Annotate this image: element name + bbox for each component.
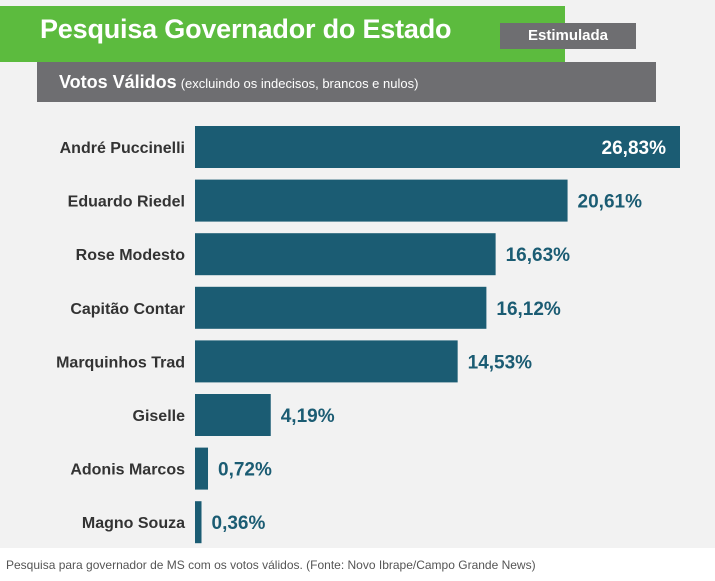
category-label-eduardo-riedel: Eduardo Riedel [68,194,185,211]
category-label-adonis-marcos: Adonis Marcos [70,462,185,479]
chart-figure: Pesquisa Governador do Estado Estimulada… [0,0,715,548]
value-label-giselle: 4,19% [281,406,335,427]
value-label-marquinhos-trad: 14,53% [468,352,533,373]
value-label-eduardo-riedel: 20,61% [578,192,643,213]
chart-subtitle-note: (excluindo os indecisos, brancos e nulos… [180,76,419,91]
category-label-andre-puccinelli: André Puccinelli [60,140,185,157]
image-caption: Pesquisa para governador de MS com os vo… [6,558,536,572]
bar-eduardo-riedel [195,179,568,222]
bar-plot: André Puccinelli 26,83% Eduardo Riedel 20,6… [56,126,680,544]
bar-adonis-marcos [195,447,209,490]
chart-title: Pesquisa Governador do Estado [40,14,452,44]
subtitle-banner: Votos Válidos (excluindo os indecisos, br… [37,62,656,102]
value-label-magno-souza: 0,36% [212,513,266,534]
value-label-adonis-marcos: 0,72% [218,460,272,481]
category-label-capitao-contar: Capitão Contar [70,301,185,318]
chart-subtitle: Votos Válidos [59,72,177,92]
category-label-giselle: Giselle [133,408,186,425]
category-label-marquinhos-trad: Marquinhos Trad [56,354,185,371]
bar-rose-modesto [195,233,496,276]
bar-capitao-contar [195,286,487,329]
title-banner [0,6,565,62]
bar-andre-puccinelli [195,126,680,168]
value-label-andre-puccinelli: 26,83% [602,138,667,159]
bar-magno-souza [195,501,202,544]
value-label-rose-modesto: 16,63% [506,245,571,266]
category-label-magno-souza: Magno Souza [82,515,185,532]
value-label-capitao-contar: 16,12% [496,299,561,320]
bar-giselle [195,394,271,436]
bar-marquinhos-trad [195,340,458,383]
stimulated-badge: Estimulada [500,23,636,49]
category-label-rose-modesto: Rose Modesto [76,247,186,264]
